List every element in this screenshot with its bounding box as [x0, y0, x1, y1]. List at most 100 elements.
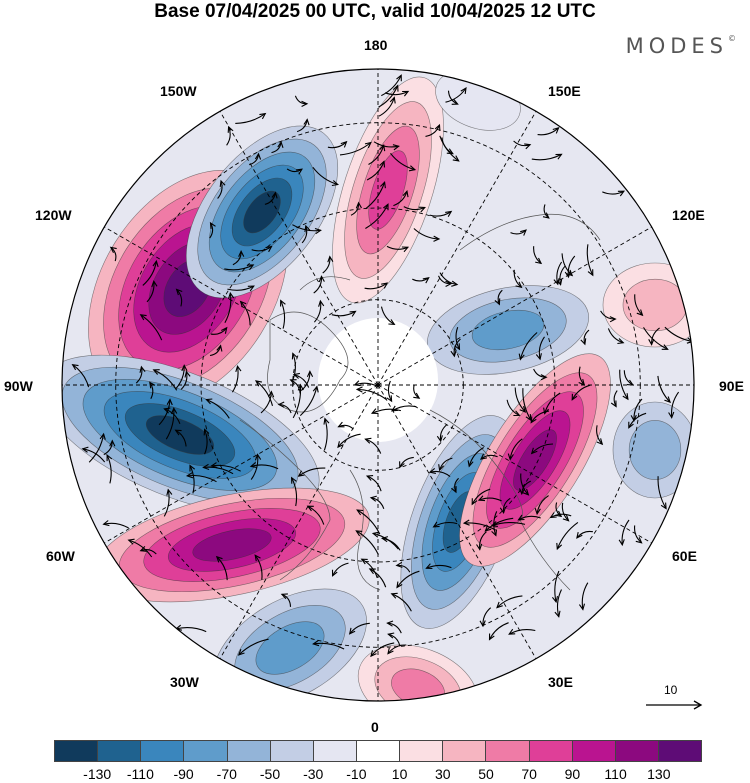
- wind-arrowhead: [636, 309, 644, 317]
- wind-streamline: [140, 314, 163, 341]
- wind-arrowhead: [507, 453, 514, 461]
- pacific-east-ridge-anomaly: [602, 262, 694, 348]
- map-outline: [61, 68, 695, 702]
- wind-streamline: [426, 564, 452, 569]
- wind-arrowhead: [175, 288, 183, 296]
- wind-arrowhead: [280, 299, 286, 307]
- wind-arrowhead: [562, 514, 570, 522]
- wind-streamline: [292, 224, 321, 232]
- wind-arrowhead: [152, 259, 159, 268]
- wind-arrowhead: [219, 179, 226, 187]
- wind-streamline: [479, 531, 487, 550]
- wind-streamline: [332, 562, 349, 577]
- wind-arrowhead: [356, 509, 364, 516]
- wind-arrowhead: [534, 508, 541, 516]
- atlantic-ridge-anomaly: [94, 487, 370, 603]
- wind-streamline: [338, 424, 354, 430]
- wind-arrowhead: [462, 519, 470, 526]
- wind-arrowhead: [535, 257, 543, 265]
- wind-arrowhead: [387, 632, 395, 639]
- wind-arrowhead: [661, 344, 669, 350]
- wind-streamline: [520, 473, 529, 496]
- wind-streamline: [453, 338, 461, 357]
- colorbar-tick-label: 30: [435, 766, 451, 782]
- wind-arrowhead: [517, 514, 525, 521]
- wind-streamline: [381, 75, 402, 97]
- wind-streamline: [471, 488, 491, 505]
- wind-arrowhead: [554, 610, 561, 618]
- wind-streamline: [393, 191, 408, 207]
- wind-streamline: [561, 253, 573, 276]
- wind-arrowhead: [337, 441, 344, 449]
- wind-arrowhead: [291, 476, 297, 484]
- wind-arrowhead: [174, 429, 182, 436]
- wind-arrowhead: [340, 140, 348, 148]
- colorbar-tick-label: 70: [521, 766, 537, 782]
- wind-arrowhead: [617, 338, 625, 345]
- wind-streamline: [664, 326, 693, 343]
- colorbar-tick-label: -30: [303, 766, 324, 782]
- canada-trough-anomaly: [62, 354, 320, 516]
- wind-arrowhead: [566, 269, 574, 277]
- wind-streamline: [514, 387, 526, 413]
- wind-arrowhead: [622, 393, 629, 401]
- wind-arrowhead: [203, 428, 210, 436]
- wind-streamline: [621, 519, 630, 545]
- wind-streamline: [533, 368, 547, 378]
- wind-streamline: [371, 408, 402, 414]
- colorbar-tick-label: -110: [126, 766, 154, 782]
- wind-arrowhead: [364, 141, 372, 149]
- wind-streamline: [255, 380, 274, 406]
- lon-label-30e: 30E: [548, 674, 573, 690]
- wind-streamline: [217, 180, 223, 199]
- wind-arrowhead: [519, 406, 527, 413]
- wind-arrowhead: [216, 344, 223, 352]
- wind-streamline: [135, 366, 143, 384]
- wind-arrowhead: [215, 555, 223, 563]
- colorbar-tick-label: -50: [259, 766, 281, 782]
- wind-arrowhead: [312, 640, 320, 647]
- wind-arrowhead: [578, 603, 586, 611]
- wind-arrowhead: [578, 378, 586, 386]
- wind-arrowhead: [395, 561, 403, 568]
- wind-streamline: [251, 246, 272, 252]
- wind-arrowhead: [425, 563, 433, 570]
- wind-arrowhead: [331, 180, 340, 187]
- wind-arrowhead: [418, 206, 426, 213]
- wind-arrowhead: [476, 543, 483, 551]
- wind-arrowhead: [452, 155, 460, 162]
- wind-streamline: [369, 568, 387, 588]
- wind-arrowhead: [450, 350, 457, 358]
- wind-arrowhead: [318, 299, 325, 307]
- colorbar-swatch: [226, 741, 270, 761]
- wind-arrowhead: [571, 393, 578, 401]
- wind-streamline: [291, 477, 298, 507]
- wind-arrowhead: [535, 353, 542, 361]
- wind-arrowhead: [379, 160, 386, 168]
- wind-streamline: [361, 558, 378, 578]
- wind-streamline: [537, 127, 559, 136]
- wind-arrowhead: [668, 411, 675, 419]
- wind-arrowhead: [451, 99, 459, 105]
- wind-arrowhead: [247, 285, 255, 292]
- wind-arrowhead: [280, 593, 288, 600]
- lon-label-60e: 60E: [672, 548, 697, 564]
- wind-streamline: [412, 277, 430, 282]
- graticule: [62, 69, 694, 701]
- wind-arrowhead: [202, 463, 210, 471]
- wind-streamline: [586, 244, 594, 276]
- colorbar-swatch: [55, 741, 98, 761]
- wind-arrowhead: [380, 536, 389, 543]
- wind-streamline: [337, 433, 361, 448]
- wind-streamline: [445, 87, 467, 103]
- wind-arrowhead: [402, 189, 409, 198]
- wind-arrowhead: [553, 278, 560, 286]
- wind-streamline: [571, 384, 591, 401]
- wind-arrowhead: [518, 353, 525, 361]
- wind-streamline: [254, 554, 263, 580]
- colorbar-swatch: [442, 741, 486, 761]
- wind-arrowhead: [291, 352, 298, 360]
- wind-arrowhead: [271, 191, 278, 199]
- wind-streamline: [536, 495, 549, 514]
- wind-streamline: [522, 388, 532, 421]
